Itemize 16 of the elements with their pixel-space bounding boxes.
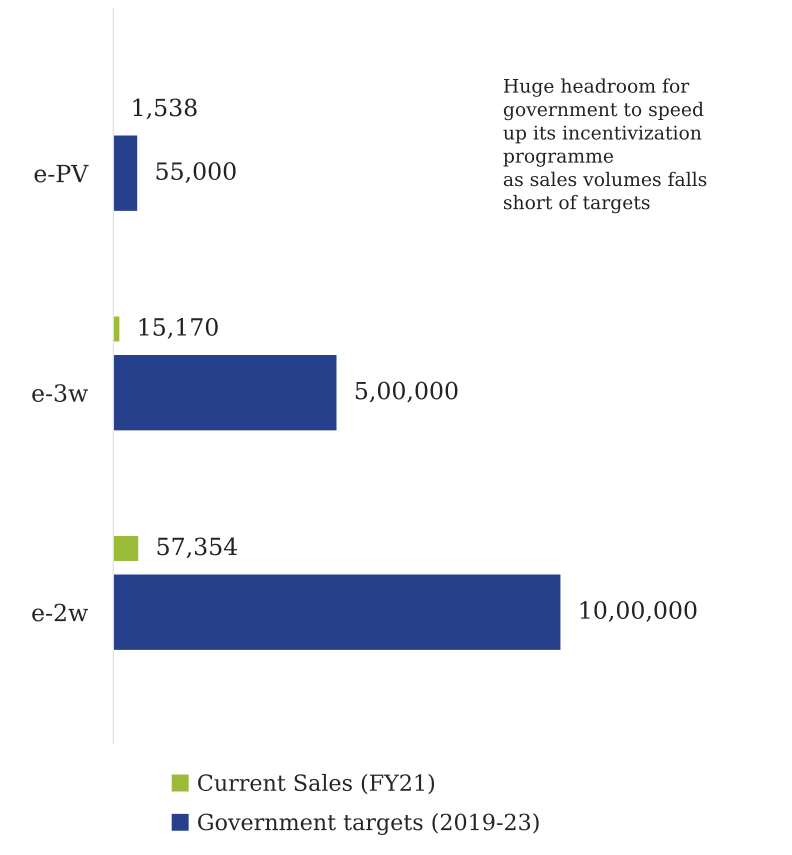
legend-label: Government targets (2019-23)	[198, 813, 539, 835]
bar	[113, 573, 562, 652]
y-tick-label: e-2w	[32, 604, 88, 622]
data-label: 15,170	[140, 318, 218, 339]
bar	[113, 534, 140, 562]
y-tick-label: e-PV	[34, 164, 89, 182]
data-label: 55,000	[156, 162, 236, 183]
data-label: 57,354	[158, 537, 238, 558]
bar	[113, 134, 139, 212]
data-label: 5,00,000	[356, 382, 458, 402]
annotation: Huge headroom for government to speed up its incentivization programme as sales volumes falls short of targets	[503, 78, 706, 214]
data-label: 1,538	[133, 98, 197, 120]
bar	[113, 354, 338, 432]
legend-label: Current Sales (FY21)	[198, 774, 434, 794]
data-label: 10,00,000	[580, 601, 696, 622]
y-tick-label: e-3w	[32, 384, 88, 402]
